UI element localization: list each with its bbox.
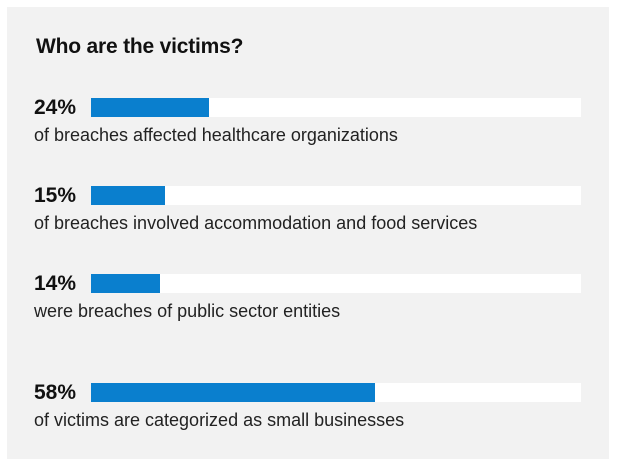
stat-description: of breaches affected healthcare organiza… [34,125,398,145]
stat-percent: 15% [34,184,77,207]
stat-percent: 58% [34,381,77,404]
bar-fill [91,186,165,205]
chart-title: Who are the victims? [36,35,244,58]
bar-fill [91,274,160,293]
infographic-panel: Who are the victims? 24% of breaches aff… [7,7,609,459]
bar-track [91,186,581,205]
bar-track [91,98,581,117]
stat-healthcare: 24% of breaches affected healthcare orga… [7,96,609,156]
stat-percent: 24% [34,96,77,119]
stat-percent: 14% [34,272,77,295]
stat-accommodation: 15% of breaches involved accommodation a… [7,184,609,244]
stat-description: of victims are categorized as small busi… [34,410,405,430]
stat-public-sector: 14% were breaches of public sector entit… [7,272,609,332]
bar-track [91,274,581,293]
stat-small-business: 58% of victims are categorized as small … [7,381,609,441]
bar-fill [91,98,209,117]
stat-description: of breaches involved accommodation and f… [34,213,478,233]
bar-track [91,383,581,402]
stat-description: were breaches of public sector entities [34,301,341,321]
bar-fill [91,383,376,402]
